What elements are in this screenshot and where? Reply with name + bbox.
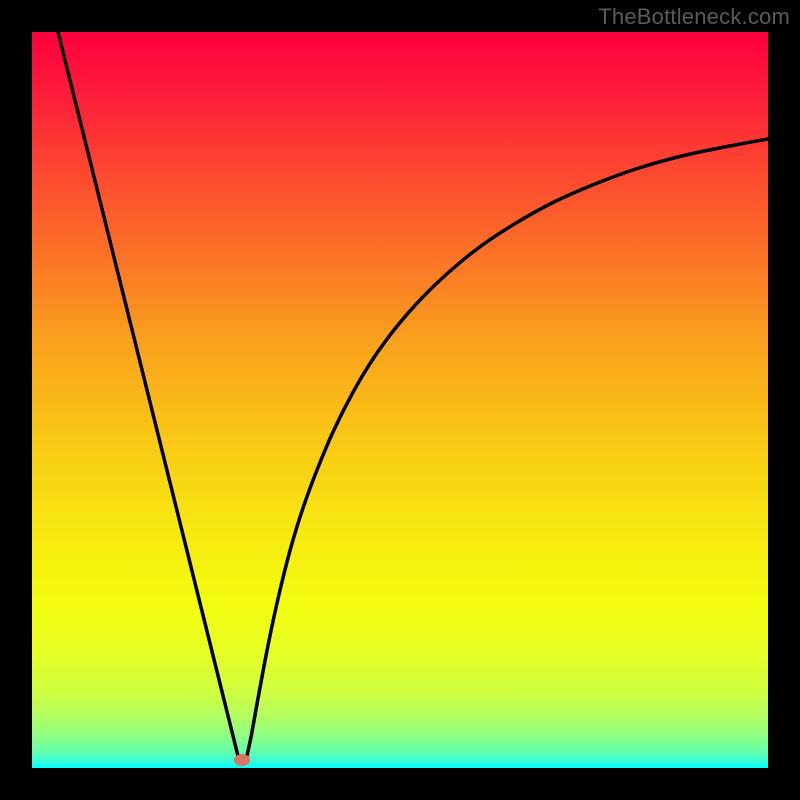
curve-left-branch <box>58 32 239 760</box>
bottleneck-curve <box>32 32 768 768</box>
minimum-marker <box>234 754 250 766</box>
curve-right-branch <box>246 139 768 760</box>
figure-container: TheBottleneck.com <box>0 0 800 800</box>
watermark-text: TheBottleneck.com <box>598 4 790 30</box>
plot-area <box>32 32 768 768</box>
